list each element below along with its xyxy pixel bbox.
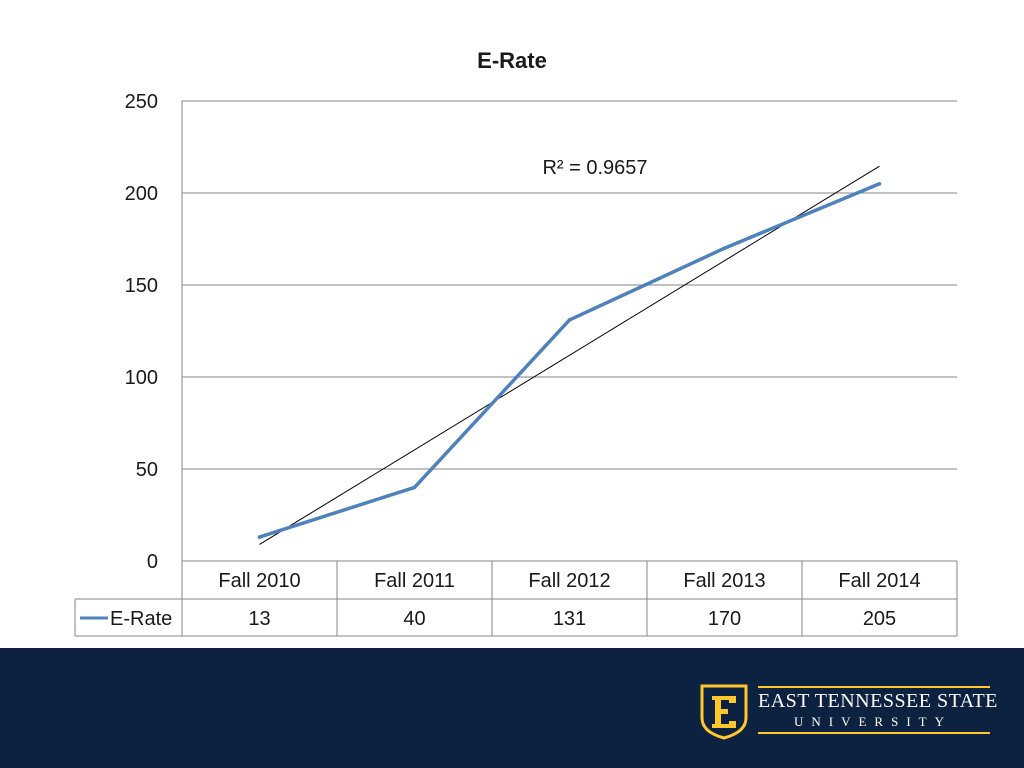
logo-sub: UNIVERSITY: [794, 714, 952, 729]
etsu-logo: EAST TENNESSEE STATE UNIVERSITY: [696, 684, 998, 740]
series-e-rate: [257, 182, 882, 539]
logo-rule-bottom: [758, 732, 990, 734]
table-value: 170: [708, 608, 741, 630]
x-tick-label: Fall 2012: [528, 570, 610, 592]
x-tick-label: Fall 2013: [683, 570, 765, 592]
y-tick-label: 150: [125, 275, 158, 297]
logo-rule-top: [758, 686, 990, 688]
y-tick-label: 250: [125, 91, 158, 113]
y-tick-label: 0: [147, 551, 158, 573]
gridlines: [182, 100, 957, 470]
data-table: Fall 2010 Fall 2011 Fall 2012 Fall 2013 Fall…: [74, 560, 958, 637]
trendline: R² = 0.9657: [259, 157, 880, 545]
data-point: [567, 318, 572, 322]
series-line-e-rate: [258, 182, 881, 539]
data-point: [877, 182, 882, 186]
x-tick-label: Fall 2014: [838, 570, 920, 592]
table-value: 205: [863, 608, 896, 630]
chart-title: E-Rate: [477, 48, 547, 73]
trendline-line: [259, 165, 880, 545]
table-value: 131: [553, 608, 586, 630]
etsu-shield-e-icon: [700, 684, 748, 740]
data-point: [257, 535, 262, 539]
logo-name: EAST TENNESSEE STATE: [758, 690, 998, 712]
table-series-label: E-Rate: [110, 608, 172, 630]
y-tick-label: 100: [125, 367, 158, 389]
y-axis: 0 50 100 150 200 250: [125, 91, 183, 573]
x-tick-label: Fall 2010: [218, 570, 300, 592]
trendline-r2-label: R² = 0.9657: [542, 157, 647, 179]
y-tick-label: 200: [125, 183, 158, 205]
table-value: 13: [248, 608, 270, 630]
table-value: 40: [403, 608, 425, 630]
x-tick-label: Fall 2011: [374, 570, 455, 592]
data-point: [412, 485, 417, 490]
footer-bar: [0, 648, 1024, 768]
y-tick-label: 50: [136, 459, 158, 481]
data-point: [722, 246, 727, 250]
